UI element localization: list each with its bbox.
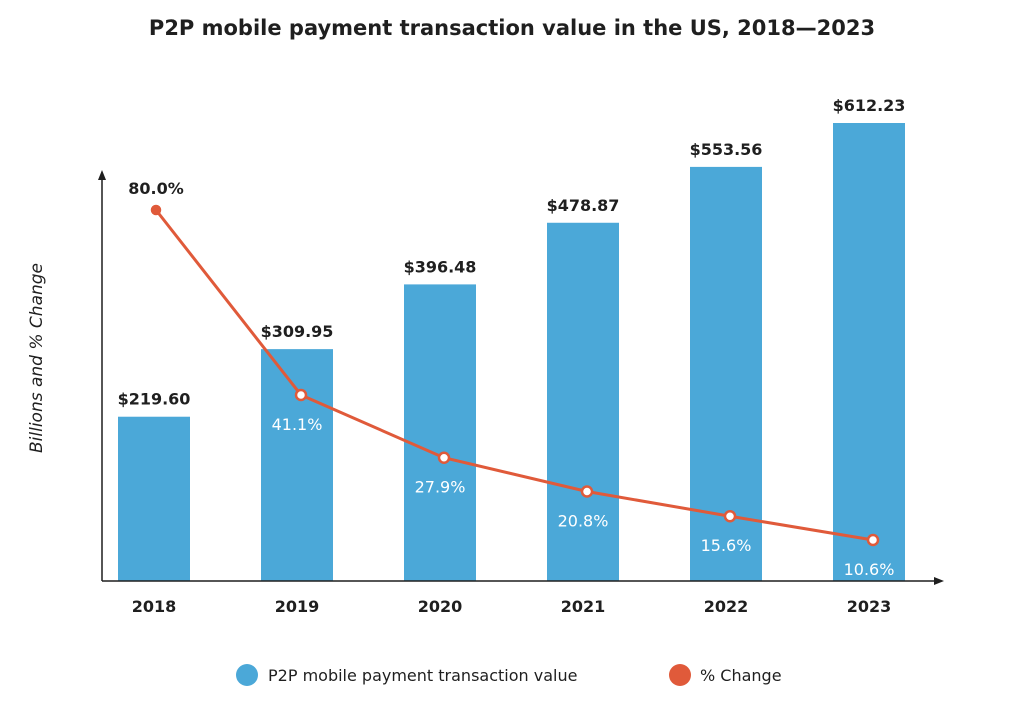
legend-swatch-line [669, 664, 691, 686]
bar-2021 [547, 222, 619, 582]
pct-change-label: 20.8% [558, 511, 609, 530]
pct-change-point [580, 485, 594, 498]
pct-change-line [154, 209, 874, 542]
ticks-layer: 2018 2019 2020 2021 2022 2023 [132, 597, 892, 616]
bar-value-label: $219.60 [118, 390, 191, 409]
pct-change-point [723, 509, 737, 523]
pct-change-label: 41.1% [272, 415, 323, 434]
bar-2020 [404, 284, 476, 581]
axes-layer: Billions and % Change [27, 170, 944, 585]
line-layer: 80.0% 41.1% 27.9% 20.8% 15.6% 10.6% [128, 179, 894, 579]
x-tick-label: 2021 [561, 597, 606, 616]
pct-change-point [866, 533, 880, 547]
bars-layer: $219.60 $309.95 $396.48 $478.87 $553.56 $612.… [118, 96, 906, 582]
bar-2023 [833, 123, 905, 581]
bar-value-label: $553.56 [690, 140, 763, 159]
pct-change-point [150, 204, 162, 216]
x-tick-label: 2018 [132, 597, 177, 616]
bar-value-label: $612.23 [833, 96, 906, 115]
x-tick-label: 2022 [704, 597, 749, 616]
bar-2019 [261, 349, 333, 581]
pct-change-point [294, 388, 308, 402]
legend-swatch-bars [236, 664, 258, 686]
bar-value-label: $309.95 [261, 322, 334, 341]
bar-2018 [118, 416, 190, 581]
chart-title: P2P mobile payment transaction value in … [148, 16, 876, 40]
pct-change-label: 80.0% [128, 179, 184, 198]
legend-label-line: % Change [700, 666, 782, 685]
bar-value-label: $396.48 [404, 257, 477, 276]
bar-value-label: $478.87 [547, 196, 620, 215]
pct-change-label: 27.9% [415, 478, 466, 497]
pct-change-point [437, 451, 451, 464]
pct-change-label: 10.6% [844, 560, 895, 579]
pct-change-label: 15.6% [701, 536, 752, 555]
legend: P2P mobile payment transaction value % C… [236, 664, 782, 686]
legend-label-bars: P2P mobile payment transaction value [268, 666, 577, 685]
x-tick-label: 2020 [418, 597, 463, 616]
x-tick-label: 2023 [847, 597, 892, 616]
x-tick-label: 2019 [275, 597, 320, 616]
y-axis-label: Billions and % Change [27, 263, 47, 453]
x-axis-arrow [934, 577, 944, 585]
y-axis-arrow [98, 170, 106, 180]
